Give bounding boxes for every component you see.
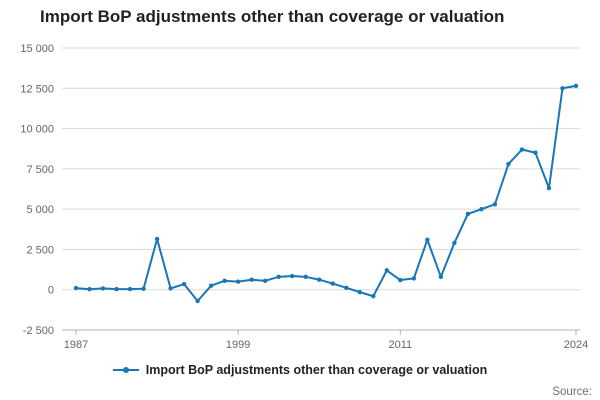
source-label: Source: [552, 386, 592, 398]
data-point[interactable] [533, 150, 538, 155]
data-point[interactable] [87, 287, 92, 292]
y-tick-label: 2 500 [26, 244, 54, 256]
data-point[interactable] [357, 289, 362, 295]
data-point[interactable] [114, 286, 119, 292]
x-tick-label: 2024 [564, 339, 588, 351]
data-point[interactable] [479, 206, 484, 212]
data-point[interactable] [235, 279, 241, 284]
y-tick-label: -2 500 [23, 325, 54, 337]
y-tick-label: 7 500 [26, 164, 54, 176]
data-point[interactable] [290, 273, 295, 279]
chart-title: Import BoP adjustments other than covera… [40, 7, 505, 26]
data-point[interactable] [452, 240, 457, 246]
x-tick-label: 1999 [226, 339, 250, 351]
data-point[interactable] [195, 298, 200, 304]
data-point[interactable] [546, 185, 552, 191]
data-point[interactable] [344, 285, 349, 290]
y-tick-label: 10 000 [20, 124, 54, 136]
legend-item[interactable]: Import BoP adjustments other than covera… [0, 363, 600, 377]
data-point[interactable] [181, 281, 187, 287]
data-point[interactable] [168, 286, 173, 291]
data-point[interactable] [519, 147, 525, 152]
data-point[interactable] [465, 211, 471, 217]
data-point[interactable] [73, 285, 79, 291]
data-point[interactable] [438, 274, 444, 280]
data-point[interactable] [425, 237, 430, 242]
data-point[interactable] [573, 83, 579, 89]
series-line [75, 84, 577, 302]
data-point[interactable] [317, 277, 322, 282]
data-point[interactable] [249, 277, 254, 282]
data-point[interactable] [330, 281, 335, 286]
data-point[interactable] [208, 283, 214, 288]
data-point[interactable] [303, 274, 308, 280]
data-point[interactable] [411, 276, 417, 281]
data-point[interactable] [506, 161, 511, 167]
y-tick-label: 0 [48, 285, 54, 297]
data-point[interactable] [141, 286, 146, 291]
line-chart: -2 500 0 2 500 5 000 7 500 10 000 12 500 15 000… [20, 43, 588, 351]
x-tick-label: 2011 [388, 339, 412, 351]
data-point[interactable] [371, 293, 376, 299]
data-point[interactable] [276, 274, 281, 280]
legend-label: Import BoP adjustments other than covera… [145, 363, 488, 377]
y-tick-label: 15 000 [20, 43, 54, 55]
data-point[interactable] [398, 277, 403, 283]
data-point[interactable] [127, 286, 133, 292]
data-point[interactable] [154, 236, 160, 242]
x-tick-label: 1987 [64, 339, 88, 351]
data-point[interactable] [262, 278, 268, 284]
data-point[interactable] [560, 86, 565, 91]
data-point[interactable] [384, 268, 390, 273]
data-point[interactable] [492, 202, 498, 207]
data-point[interactable] [100, 286, 106, 291]
data-point[interactable] [222, 278, 227, 284]
legend-line-icon [112, 367, 139, 373]
y-tick-label: 5 000 [26, 204, 54, 216]
y-tick-label: 12 500 [20, 83, 54, 95]
